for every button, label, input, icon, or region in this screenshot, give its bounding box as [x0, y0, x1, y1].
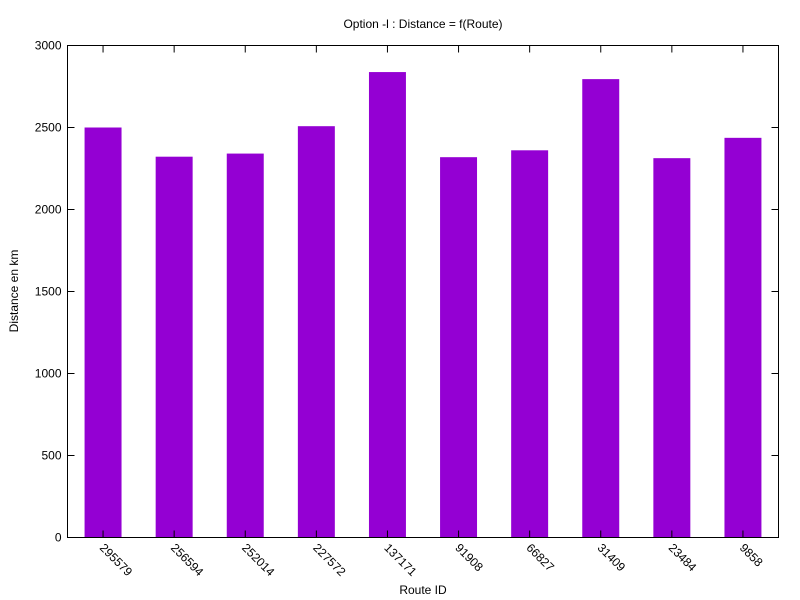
x-tick-label: 137171 — [381, 541, 419, 579]
bar-295579 — [84, 127, 122, 538]
x-axis-label: Route ID — [399, 583, 447, 597]
bar-252014 — [226, 153, 264, 538]
y-tick-label: 2000 — [35, 203, 62, 217]
y-tick-label: 1000 — [35, 367, 62, 381]
y-tick-label: 2500 — [35, 121, 62, 135]
bar-31409 — [582, 79, 620, 538]
bar-91908 — [440, 157, 478, 538]
x-tick-label: 23484 — [666, 541, 700, 575]
bar-256594 — [155, 156, 193, 538]
x-tick-label: 31409 — [595, 541, 629, 575]
y-tick-label: 3000 — [35, 39, 62, 53]
chart-title: Option -l : Distance = f(Route) — [343, 17, 502, 31]
bar-227572 — [297, 126, 335, 538]
x-tick-label: 252014 — [239, 541, 277, 579]
x-tick-label: 66827 — [524, 541, 558, 575]
bar-137171 — [368, 72, 406, 538]
x-tick-label: 9858 — [737, 541, 766, 570]
y-axis-label: Distance en km — [7, 250, 21, 333]
bar-66827 — [511, 150, 549, 538]
plot-frame — [67, 45, 779, 538]
bar-23484 — [653, 158, 691, 538]
y-tick-label: 1500 — [35, 285, 62, 299]
y-ticks-group: 0 500 1000 1500 2000 2500 3000 — [35, 39, 779, 545]
x-tick-label: 91908 — [452, 541, 486, 575]
x-tick-label: 256594 — [168, 541, 206, 579]
x-tick-label: 227572 — [310, 541, 348, 579]
bars-group — [84, 72, 762, 538]
y-tick-label: 500 — [41, 449, 61, 463]
y-tick-label: 0 — [55, 531, 62, 545]
x-tick-label: 295579 — [97, 541, 135, 579]
bar-9858 — [724, 137, 762, 538]
